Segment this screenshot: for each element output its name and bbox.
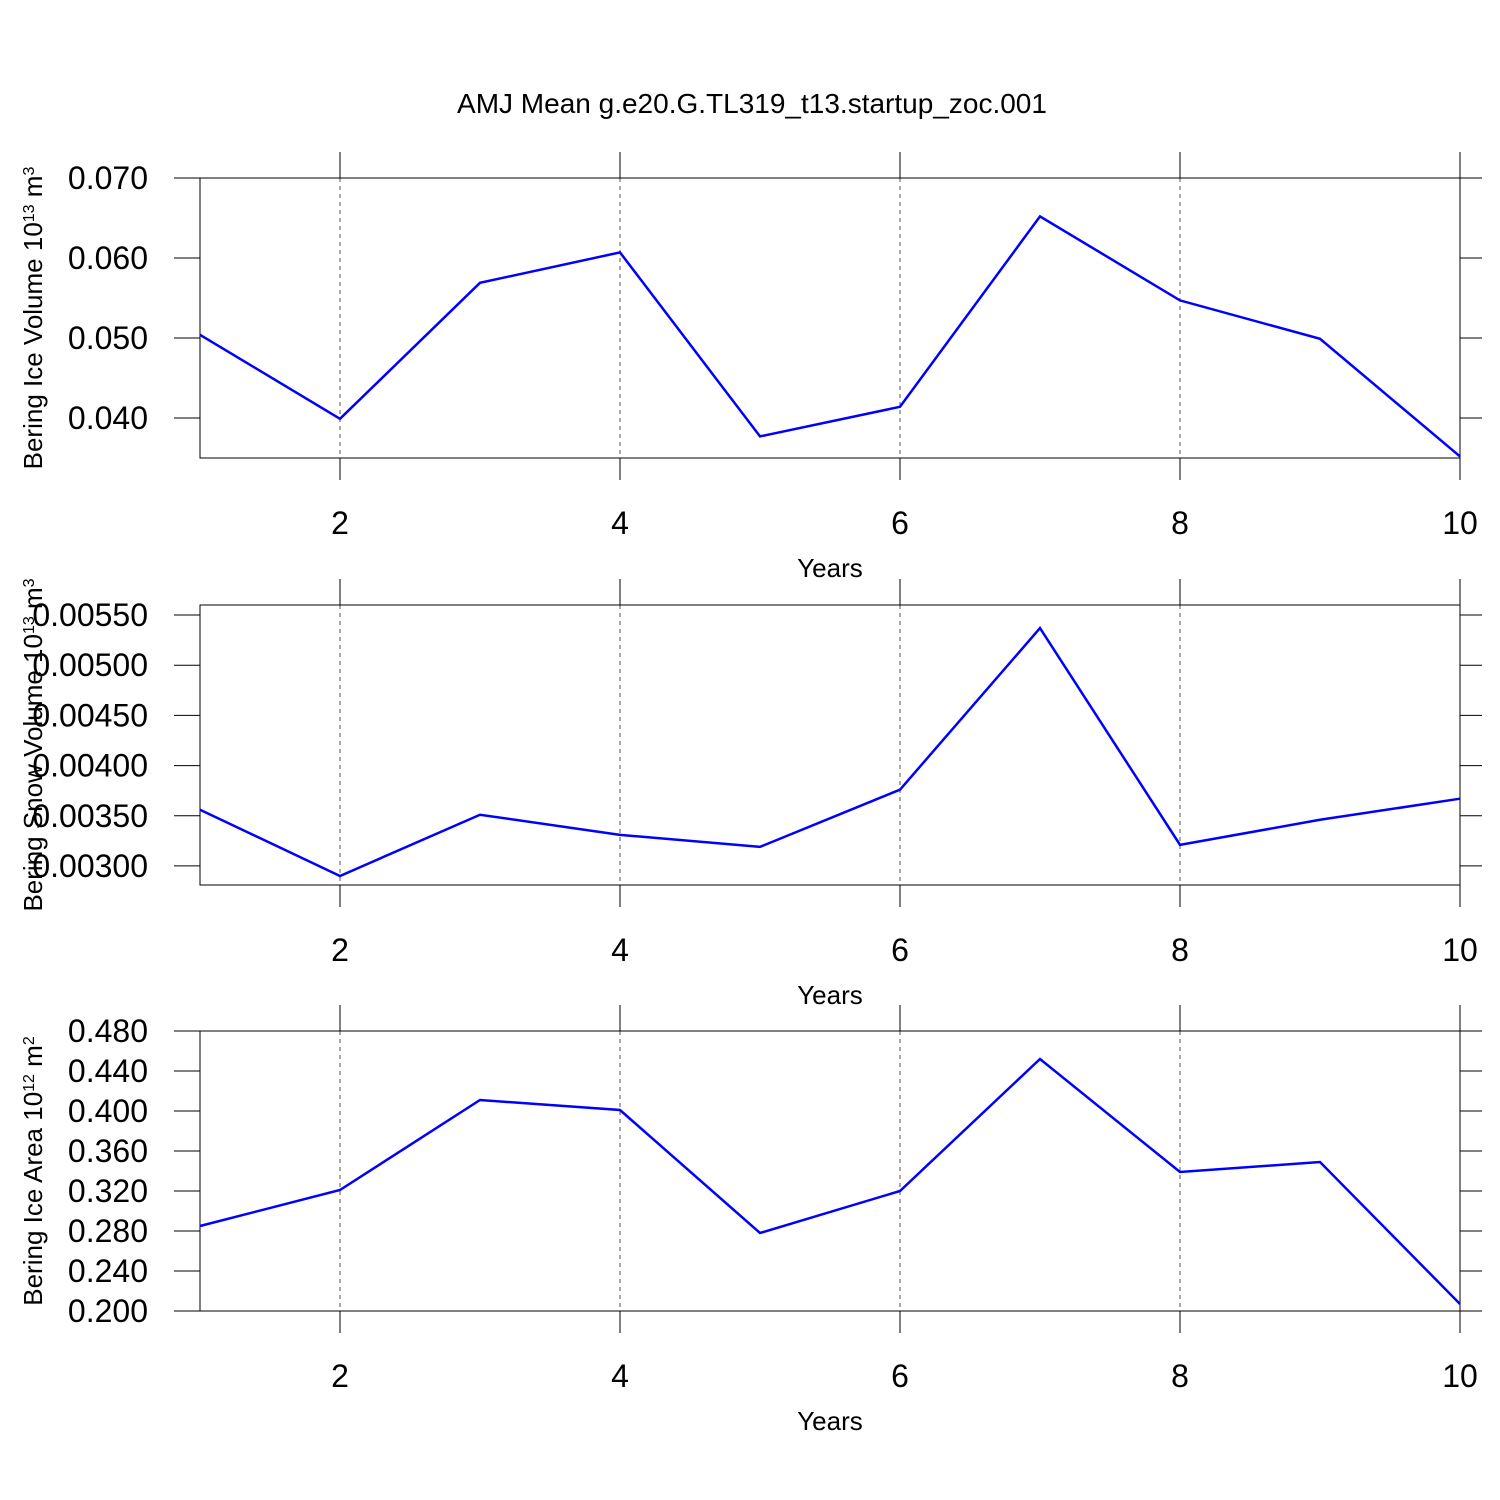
panel: 2 4 6 8 10 0.040 0.050 0.060 0.070 Years Bering Ic… xyxy=(18,152,1482,583)
y-tick-label: 0.200 xyxy=(68,1293,148,1329)
x-tick-label: 2 xyxy=(331,932,349,968)
x-tick-label: 4 xyxy=(611,932,629,968)
y-axis-label-part: Bering Snow Volume 10 xyxy=(18,634,48,912)
y-axis-label: Bering Ice Volume 1013 m3 xyxy=(18,167,48,470)
x-tick-label: 6 xyxy=(891,932,909,968)
y-axis-label-part: m xyxy=(18,176,48,205)
y-tick-label: 0.240 xyxy=(68,1253,148,1289)
y-axis-label-part: 3 xyxy=(21,578,38,587)
y-tick-label: 0.480 xyxy=(68,1013,148,1049)
y-tick-label: 0.00300 xyxy=(32,848,148,884)
plot-frame xyxy=(199,604,1461,886)
x-axis-label: Years xyxy=(797,553,863,583)
x-tick-label: 6 xyxy=(891,1358,909,1394)
x-tick-label: 2 xyxy=(331,1358,349,1394)
x-tick-label: 2 xyxy=(331,505,349,541)
y-tick-label: 0.00450 xyxy=(32,697,148,733)
x-tick-label: 8 xyxy=(1171,505,1189,541)
y-tick-label: 0.00500 xyxy=(32,647,148,683)
y-tick-label: 0.440 xyxy=(68,1053,148,1089)
y-tick-label: 0.280 xyxy=(68,1213,148,1249)
y-tick-label: 0.070 xyxy=(68,160,148,196)
x-tick-label: 10 xyxy=(1442,1358,1478,1394)
x-axis-label: Years xyxy=(797,980,863,1010)
y-axis-label-part: 12 xyxy=(21,1074,38,1092)
x-tick-label: 8 xyxy=(1171,1358,1189,1394)
y-axis-label-part: 3 xyxy=(21,167,38,176)
y-tick-label: 0.050 xyxy=(68,320,148,356)
y-axis-label-part: 2 xyxy=(21,1036,38,1045)
y-axis-label-part: Bering Ice Area 10 xyxy=(18,1092,48,1306)
x-tick-label: 10 xyxy=(1442,505,1478,541)
x-axis-label: Years xyxy=(797,1406,863,1436)
y-axis-label: Bering Ice Area 1012 m2 xyxy=(18,1036,48,1306)
data-line xyxy=(199,1057,1461,1305)
x-tick-label: 6 xyxy=(891,505,909,541)
figure-title: AMJ Mean g.e20.G.TL319_t13.startup_zoc.0… xyxy=(457,88,1047,119)
x-tick-label: 10 xyxy=(1442,932,1478,968)
y-tick-label: 0.00350 xyxy=(32,798,148,834)
y-tick-label: 0.360 xyxy=(68,1133,148,1169)
x-tick-label: 4 xyxy=(611,1358,629,1394)
data-line xyxy=(199,626,1461,878)
panel: 2 4 6 8 10 0.00300 0.00350 0.00400 0.00450 0.0050… xyxy=(18,578,1482,1010)
data-line xyxy=(199,214,1461,458)
y-tick-label: 0.040 xyxy=(68,400,148,436)
y-axis-label-part: 13 xyxy=(21,204,38,222)
y-axis-label-part: Bering Ice Volume 10 xyxy=(18,222,48,469)
x-tick-label: 4 xyxy=(611,505,629,541)
y-tick-label: 0.320 xyxy=(68,1173,148,1209)
y-axis-label-part: 13 xyxy=(21,616,38,634)
y-axis-label-part: m xyxy=(18,587,48,616)
y-tick-label: 0.400 xyxy=(68,1093,148,1129)
y-tick-label: 0.00400 xyxy=(32,748,148,784)
x-tick-label: 8 xyxy=(1171,932,1189,968)
plot-frame xyxy=(199,1030,1461,1312)
y-axis-label: Bering Snow Volume 1013 m3 xyxy=(18,578,48,911)
y-axis-label-part: m xyxy=(18,1045,48,1074)
plot-frame xyxy=(199,177,1461,459)
panel: 2 4 6 8 10 0.200 0.240 0.280 0.320 0.360 0.400 0.44… xyxy=(18,1005,1482,1436)
y-tick-label: 0.00550 xyxy=(32,597,148,633)
y-tick-label: 0.060 xyxy=(68,240,148,276)
